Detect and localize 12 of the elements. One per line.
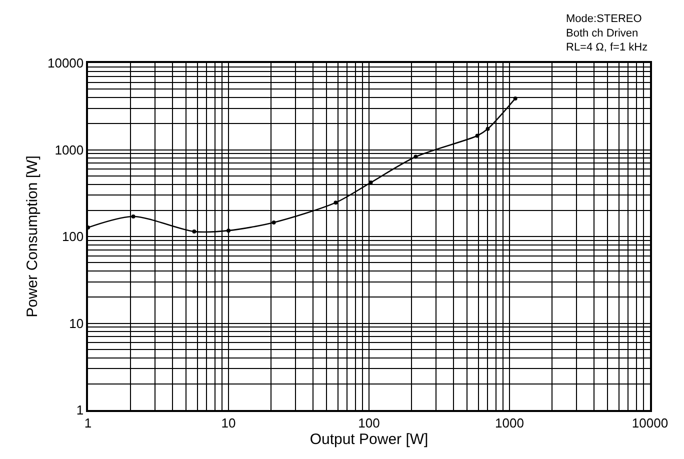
text: Mode:STEREO Both ch Driven RL=4 Ω, f=1 kHz: [566, 13, 648, 54]
x-tick-label: 10: [221, 415, 236, 430]
x-tick-label: 1000: [495, 415, 524, 430]
x-tick-label: 100: [358, 415, 380, 430]
y-axis-title: Power Consumption [W]: [24, 156, 42, 318]
y-tick-label: 1000: [54, 142, 84, 158]
y-tick-label: 1: [76, 402, 84, 418]
y-tick-label: 10000: [47, 56, 84, 71]
y-tick-label: 100: [62, 229, 84, 244]
x-tick-label: 10000: [632, 415, 668, 430]
y-tick-label: 10: [69, 316, 84, 331]
x-axis-title: Output Power [W]: [310, 430, 428, 448]
